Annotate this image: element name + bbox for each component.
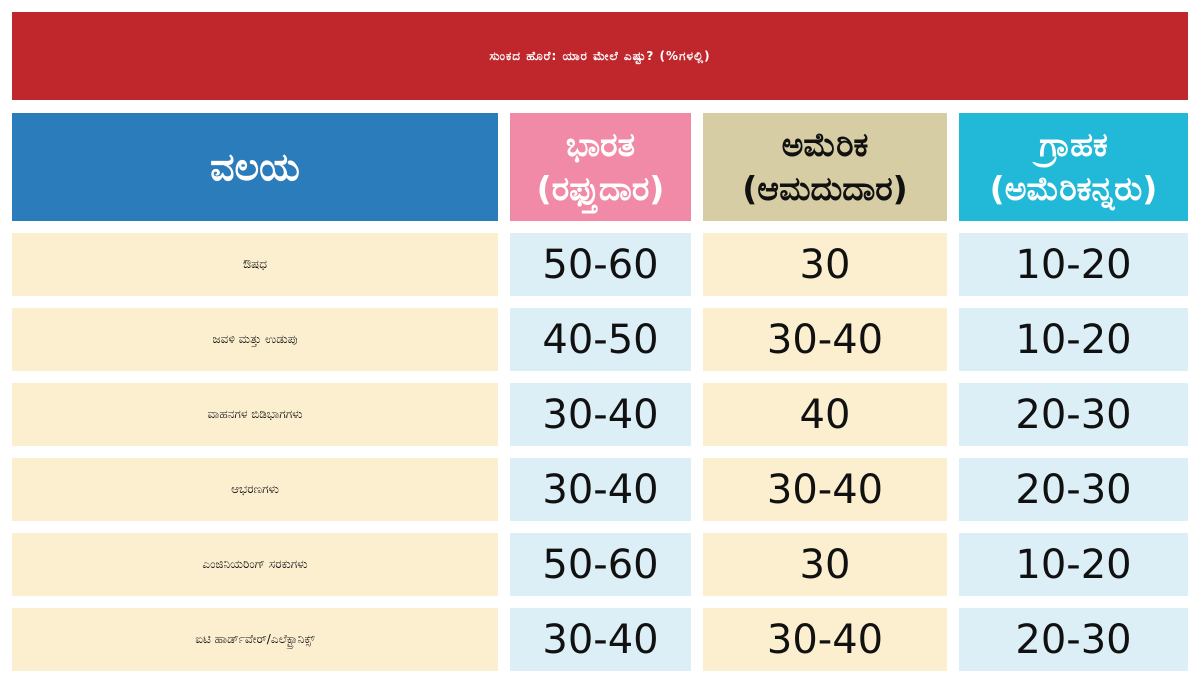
cell-sector: ಆಭರಣಗಳು bbox=[12, 458, 498, 521]
cell-us: 30-40 bbox=[703, 458, 947, 521]
cell-sector: ಎಂಜಿನಿಯರಿಂಗ್ ಸರಕುಗಳು bbox=[12, 533, 498, 596]
cell-india: 30-40 bbox=[510, 608, 691, 671]
cell-consumer: 20-30 bbox=[959, 458, 1188, 521]
header-india-line2: (ರಫ್ತುದಾರ) bbox=[536, 169, 665, 208]
header-india-line1: ಭಾರತ bbox=[565, 125, 636, 164]
cell-us: 30 bbox=[703, 233, 947, 296]
cell-sector: ಜವಳಿ ಮತ್ತು ಉಡುಪು bbox=[12, 308, 498, 371]
header-consumer: ಗ್ರಾಹಕ (ಅಮೆರಿಕನ್ನರು) bbox=[959, 113, 1188, 221]
cell-us: 30-40 bbox=[703, 608, 947, 671]
cell-sector: ಐಟಿ ಹಾರ್ಡ್‌ವೇರ್/ಎಲೆಕ್ಟ್ರಾನಿಕ್ಸ್ bbox=[12, 608, 498, 671]
cell-consumer: 20-30 bbox=[959, 383, 1188, 446]
cell-consumer: 20-30 bbox=[959, 608, 1188, 671]
cell-us: 30 bbox=[703, 533, 947, 596]
cell-india: 40-50 bbox=[510, 308, 691, 371]
cell-sector: ವಾಹನಗಳ ಬಿಡಿಭಾಗಗಳು bbox=[12, 383, 498, 446]
header-us-line1: ಅಮೆರಿಕ bbox=[781, 125, 869, 164]
page-title: ಸುಂಕದ ಹೊರೆ: ಯಾರ ಮೇಲೆ ಎಷ್ಟು? (%ಗಳಲ್ಲಿ) bbox=[12, 12, 1188, 100]
cell-consumer: 10-20 bbox=[959, 533, 1188, 596]
cell-consumer: 10-20 bbox=[959, 308, 1188, 371]
cell-us: 40 bbox=[703, 383, 947, 446]
cell-india: 30-40 bbox=[510, 383, 691, 446]
cell-consumer: 10-20 bbox=[959, 233, 1188, 296]
header-us: ಅಮೆರಿಕ (ಆಮದುದಾರ) bbox=[703, 113, 947, 221]
header-india: ಭಾರತ (ರಫ್ತುದಾರ) bbox=[510, 113, 691, 221]
header-us-line2: (ಆಮದುದಾರ) bbox=[742, 169, 908, 208]
header-sector: ವಲಯ bbox=[12, 113, 498, 221]
header-sector-label: ವಲಯ bbox=[210, 145, 300, 189]
cell-us: 30-40 bbox=[703, 308, 947, 371]
cell-sector: ಔಷಧ bbox=[12, 233, 498, 296]
header-consumer-line2: (ಅಮೆರಿಕನ್ನರು) bbox=[989, 169, 1158, 208]
cell-india: 50-60 bbox=[510, 233, 691, 296]
header-consumer-line1: ಗ್ರಾಹಕ bbox=[1039, 125, 1108, 164]
cell-india: 30-40 bbox=[510, 458, 691, 521]
cell-india: 50-60 bbox=[510, 533, 691, 596]
